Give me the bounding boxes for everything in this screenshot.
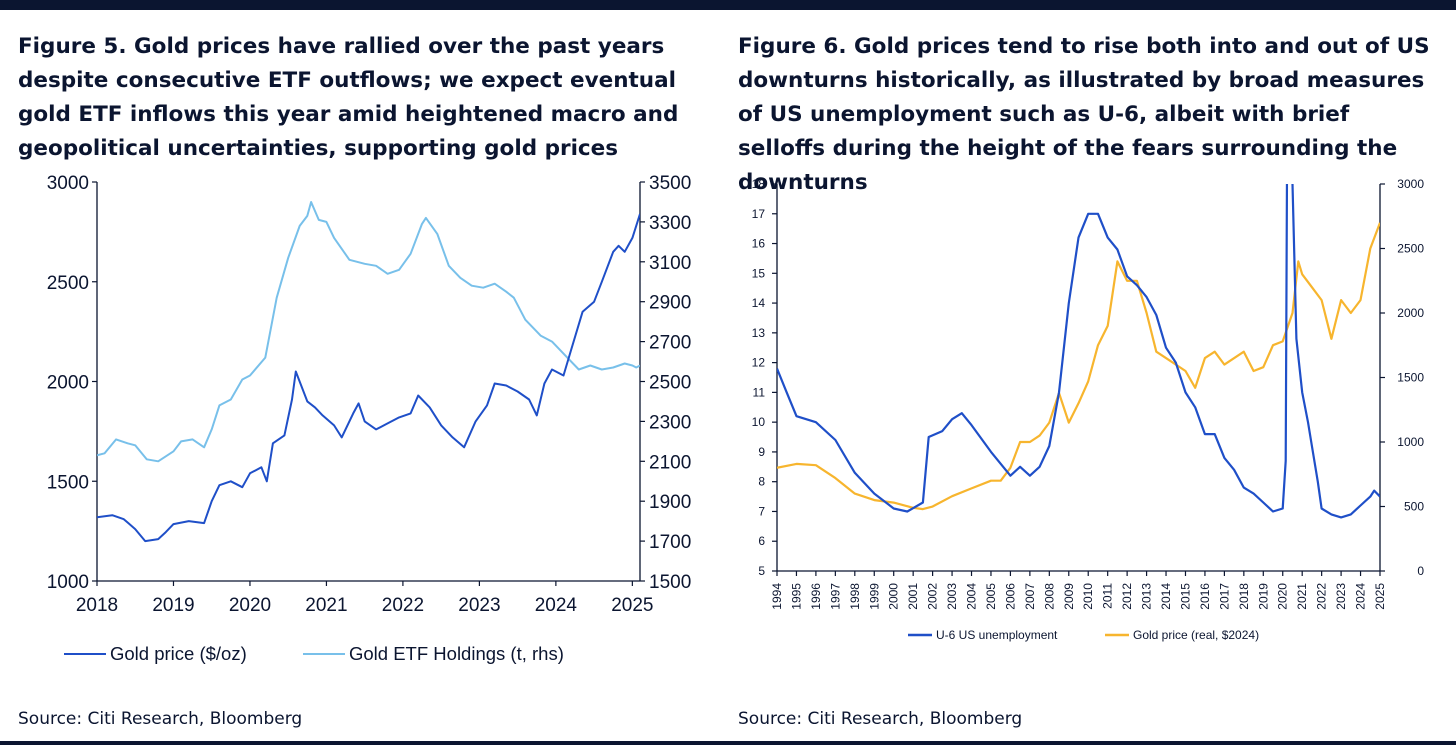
x-tick-label: 2005 bbox=[984, 583, 998, 610]
left-tick-label: 1000 bbox=[47, 572, 89, 593]
legend-label-1: Gold ETF Holdings (t, rhs) bbox=[349, 643, 564, 664]
right-tick-label: 3300 bbox=[649, 213, 691, 234]
right-tick-label: 2300 bbox=[649, 412, 691, 433]
x-tick-label: 2003 bbox=[945, 583, 959, 610]
left-tick-label: 15 bbox=[752, 266, 766, 280]
x-tick-label: 2025 bbox=[611, 595, 653, 616]
series-line-1 bbox=[97, 201, 640, 463]
x-tick-label: 1997 bbox=[828, 583, 842, 610]
x-tick-label: 1999 bbox=[867, 583, 881, 610]
x-tick-label: 2010 bbox=[1081, 583, 1095, 610]
right-tick-label: 2100 bbox=[649, 452, 691, 473]
x-tick-label: 1998 bbox=[848, 583, 862, 610]
x-tick-label: 2019 bbox=[1256, 583, 1270, 610]
figure-6-chart: 5 6 7 8 9 10 11 12 13 14 15 16 17 18 0 500 1000 1500 2000 2… bbox=[752, 177, 1425, 642]
x-tick-label: 2008 bbox=[1042, 583, 1056, 610]
figure-6-title: Figure 6. Gold prices tend to rise both … bbox=[738, 34, 1430, 195]
x-tick-label: 2001 bbox=[906, 583, 920, 610]
right-tick-label: 2000 bbox=[1397, 306, 1424, 320]
legend-label-0: U-6 US unemployment bbox=[936, 628, 1058, 642]
left-tick-label: 18 bbox=[752, 177, 766, 191]
left-tick-label: 10 bbox=[752, 415, 766, 429]
left-tick-label: 17 bbox=[752, 207, 766, 221]
figure-5-title: Figure 5. Gold prices have rallied over … bbox=[18, 34, 679, 161]
right-tick-label: 3100 bbox=[649, 253, 691, 274]
x-tick-label: 2025 bbox=[1373, 583, 1387, 610]
x-tick-label: 2022 bbox=[382, 595, 424, 616]
right-tick-label: 2500 bbox=[649, 373, 691, 394]
figure-5-source: Source: Citi Research, Bloomberg bbox=[18, 709, 303, 729]
x-tick-label: 2022 bbox=[1315, 583, 1329, 610]
x-tick-label: 2007 bbox=[1023, 583, 1037, 610]
right-tick-label: 3500 bbox=[649, 173, 691, 194]
right-tick-label: 2700 bbox=[649, 333, 691, 354]
x-tick-label: 2024 bbox=[535, 595, 578, 616]
x-tick-label: 2023 bbox=[458, 595, 500, 616]
x-tick-label: 2021 bbox=[1295, 583, 1309, 610]
x-tick-label: 2014 bbox=[1159, 583, 1173, 610]
x-tick-label: 2019 bbox=[152, 595, 194, 616]
left-tick-label: 12 bbox=[752, 356, 766, 370]
x-tick-label: 2011 bbox=[1101, 583, 1115, 609]
right-tick-label: 0 bbox=[1417, 564, 1424, 578]
x-tick-label: 1996 bbox=[809, 583, 823, 610]
figure-6-source: Source: Citi Research, Bloomberg bbox=[738, 709, 1023, 729]
right-tick-label: 1900 bbox=[649, 492, 691, 513]
series-line-0 bbox=[97, 213, 640, 543]
x-tick-label: 2004 bbox=[965, 583, 979, 610]
x-tick-label: 2024 bbox=[1354, 583, 1368, 610]
right-tick-label: 3000 bbox=[1397, 177, 1424, 191]
x-tick-label: 2009 bbox=[1062, 583, 1076, 610]
left-tick-label: 2000 bbox=[47, 373, 89, 394]
x-tick-label: 2020 bbox=[1276, 583, 1290, 610]
x-tick-label: 2020 bbox=[229, 595, 271, 616]
x-tick-label: 2015 bbox=[1178, 583, 1192, 610]
x-tick-label: 2012 bbox=[1120, 583, 1134, 610]
x-tick-label: 2000 bbox=[887, 583, 901, 610]
left-tick-label: 9 bbox=[758, 445, 765, 459]
legend-label-1: Gold price (real, $2024) bbox=[1133, 628, 1259, 642]
left-tick-label: 8 bbox=[758, 475, 765, 489]
left-tick-label: 3000 bbox=[47, 173, 89, 194]
x-tick-label: 2023 bbox=[1334, 583, 1348, 610]
series-line-0 bbox=[777, 184, 1380, 519]
left-tick-label: 13 bbox=[752, 326, 766, 340]
x-tick-label: 2006 bbox=[1003, 583, 1017, 610]
right-tick-label: 500 bbox=[1404, 500, 1424, 514]
top-border bbox=[0, 0, 1456, 10]
x-tick-label: 2013 bbox=[1140, 583, 1154, 610]
x-tick-label: 2021 bbox=[305, 595, 347, 616]
left-tick-label: 11 bbox=[753, 385, 766, 399]
left-tick-label: 5 bbox=[758, 564, 765, 578]
left-tick-label: 6 bbox=[758, 534, 765, 548]
series-line-1 bbox=[777, 222, 1380, 511]
legend-label-0: Gold price ($/oz) bbox=[110, 643, 247, 664]
left-tick-label: 16 bbox=[752, 237, 766, 251]
figure-5-chart: 1000 1500 2000 2500 3000 1500 1700 1900 2100 2300… bbox=[47, 173, 692, 664]
x-tick-label: 2018 bbox=[76, 595, 118, 616]
left-tick-label: 1500 bbox=[47, 472, 89, 493]
x-tick-label: 1994 bbox=[770, 583, 784, 610]
x-tick-label: 2002 bbox=[926, 583, 940, 610]
left-tick-label: 2500 bbox=[47, 273, 89, 294]
x-tick-label: 2016 bbox=[1198, 583, 1212, 610]
left-tick-label: 14 bbox=[752, 296, 766, 310]
right-tick-label: 2900 bbox=[649, 293, 691, 314]
right-tick-label: 1500 bbox=[1397, 371, 1424, 385]
x-tick-label: 1995 bbox=[789, 583, 803, 610]
x-tick-label: 2018 bbox=[1237, 583, 1251, 610]
x-tick-label: 2017 bbox=[1217, 583, 1231, 610]
right-tick-label: 1000 bbox=[1397, 435, 1424, 449]
right-tick-label: 1700 bbox=[649, 532, 691, 553]
right-tick-label: 1500 bbox=[649, 572, 691, 593]
left-tick-label: 7 bbox=[758, 504, 765, 518]
right-tick-label: 2500 bbox=[1397, 242, 1424, 256]
bottom-border bbox=[0, 741, 1456, 745]
